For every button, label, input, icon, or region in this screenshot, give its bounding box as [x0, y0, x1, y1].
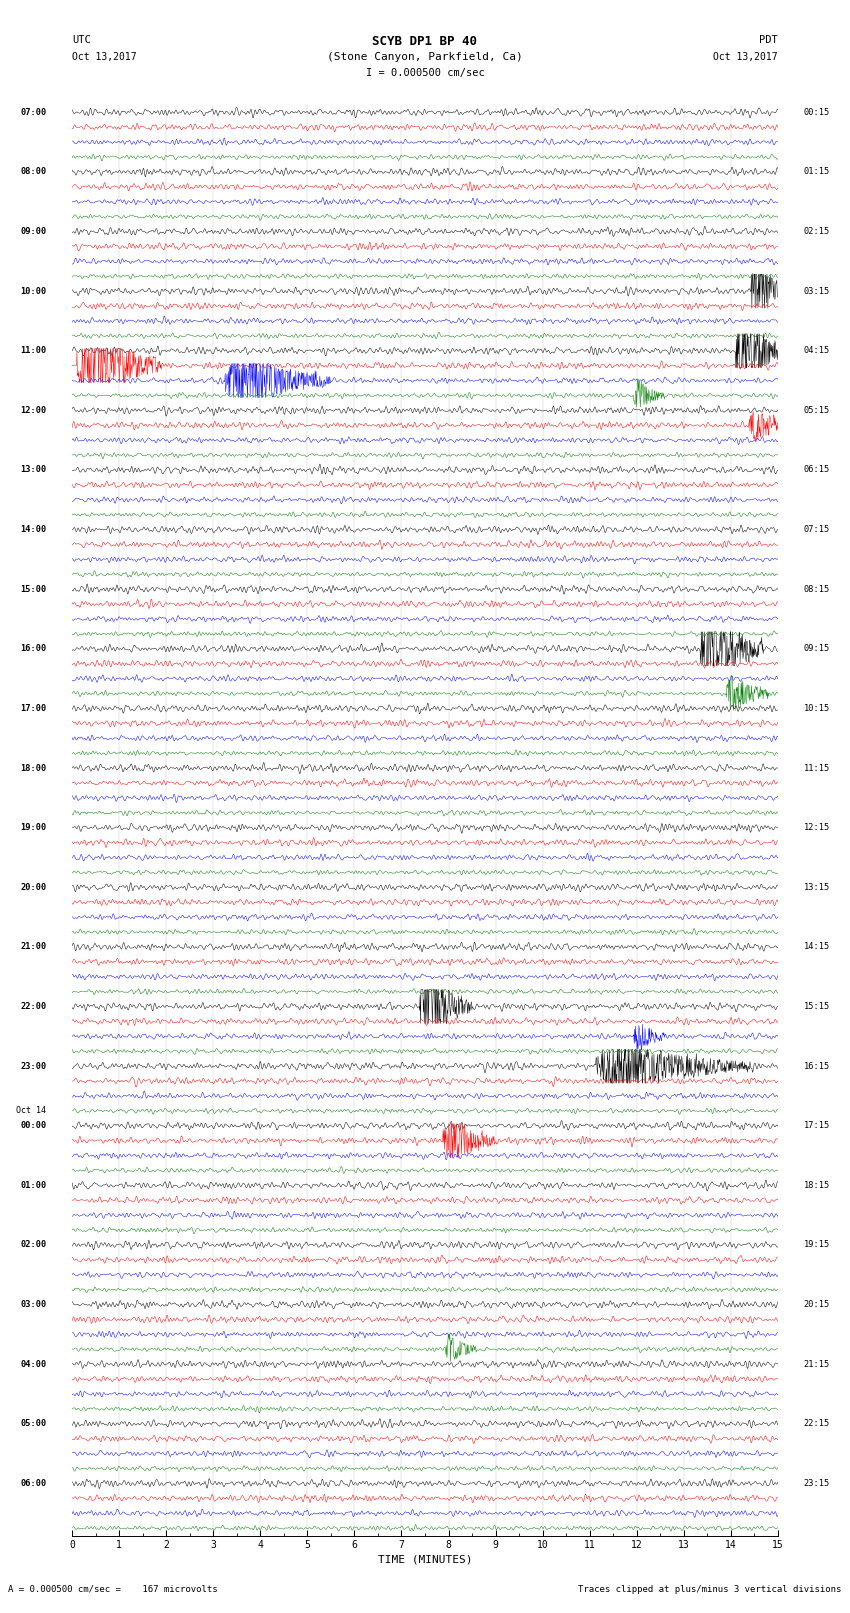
Text: 12:15: 12:15 — [803, 823, 830, 832]
Text: 02:00: 02:00 — [20, 1240, 47, 1250]
Text: SCYB DP1 BP 40: SCYB DP1 BP 40 — [372, 35, 478, 48]
Text: 03:00: 03:00 — [20, 1300, 47, 1310]
Text: A = 0.000500 cm/sec =    167 microvolts: A = 0.000500 cm/sec = 167 microvolts — [8, 1584, 218, 1594]
Text: I = 0.000500 cm/sec: I = 0.000500 cm/sec — [366, 68, 484, 77]
Text: PDT: PDT — [759, 35, 778, 45]
Text: 08:00: 08:00 — [20, 168, 47, 176]
Text: 08:15: 08:15 — [803, 584, 830, 594]
Text: 04:00: 04:00 — [20, 1360, 47, 1369]
Text: 16:00: 16:00 — [20, 644, 47, 653]
Text: 14:15: 14:15 — [803, 942, 830, 952]
Text: 22:15: 22:15 — [803, 1419, 830, 1428]
Text: UTC: UTC — [72, 35, 91, 45]
X-axis label: TIME (MINUTES): TIME (MINUTES) — [377, 1555, 473, 1565]
Text: Oct 14: Oct 14 — [16, 1107, 47, 1115]
Text: 04:15: 04:15 — [803, 347, 830, 355]
Text: 19:00: 19:00 — [20, 823, 47, 832]
Text: 09:15: 09:15 — [803, 644, 830, 653]
Text: 23:00: 23:00 — [20, 1061, 47, 1071]
Text: 13:15: 13:15 — [803, 882, 830, 892]
Text: 10:15: 10:15 — [803, 703, 830, 713]
Text: 03:15: 03:15 — [803, 287, 830, 295]
Text: 07:00: 07:00 — [20, 108, 47, 116]
Text: 21:15: 21:15 — [803, 1360, 830, 1369]
Text: 18:15: 18:15 — [803, 1181, 830, 1190]
Text: 06:15: 06:15 — [803, 466, 830, 474]
Text: (Stone Canyon, Parkfield, Ca): (Stone Canyon, Parkfield, Ca) — [327, 52, 523, 61]
Text: 20:00: 20:00 — [20, 882, 47, 892]
Text: 21:00: 21:00 — [20, 942, 47, 952]
Text: Oct 13,2017: Oct 13,2017 — [72, 52, 137, 61]
Text: 02:15: 02:15 — [803, 227, 830, 235]
Text: 05:00: 05:00 — [20, 1419, 47, 1428]
Text: 14:00: 14:00 — [20, 526, 47, 534]
Text: 01:15: 01:15 — [803, 168, 830, 176]
Text: 15:15: 15:15 — [803, 1002, 830, 1011]
Text: 15:00: 15:00 — [20, 584, 47, 594]
Text: 11:00: 11:00 — [20, 347, 47, 355]
Text: 13:00: 13:00 — [20, 466, 47, 474]
Text: 05:15: 05:15 — [803, 406, 830, 415]
Text: 11:15: 11:15 — [803, 763, 830, 773]
Text: 17:15: 17:15 — [803, 1121, 830, 1131]
Text: 00:00: 00:00 — [20, 1121, 47, 1131]
Text: 19:15: 19:15 — [803, 1240, 830, 1250]
Text: 23:15: 23:15 — [803, 1479, 830, 1487]
Text: 01:00: 01:00 — [20, 1181, 47, 1190]
Text: Oct 13,2017: Oct 13,2017 — [713, 52, 778, 61]
Text: 00:15: 00:15 — [803, 108, 830, 116]
Text: 16:15: 16:15 — [803, 1061, 830, 1071]
Text: 12:00: 12:00 — [20, 406, 47, 415]
Text: Traces clipped at plus/minus 3 vertical divisions: Traces clipped at plus/minus 3 vertical … — [578, 1584, 842, 1594]
Text: 10:00: 10:00 — [20, 287, 47, 295]
Text: 06:00: 06:00 — [20, 1479, 47, 1487]
Text: 22:00: 22:00 — [20, 1002, 47, 1011]
Text: 09:00: 09:00 — [20, 227, 47, 235]
Text: 18:00: 18:00 — [20, 763, 47, 773]
Text: 07:15: 07:15 — [803, 526, 830, 534]
Text: 17:00: 17:00 — [20, 703, 47, 713]
Text: 20:15: 20:15 — [803, 1300, 830, 1310]
